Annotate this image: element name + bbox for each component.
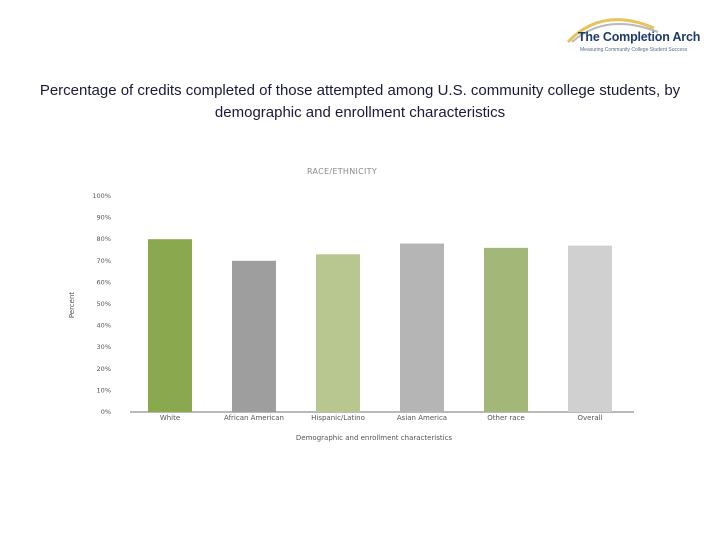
x-tick-label: White — [160, 414, 180, 422]
y-tick-label: 0% — [101, 408, 111, 416]
logo: The Completion Arch Measuring Community … — [562, 12, 712, 58]
bar-chart: RACE/ETHNICITY 0% 10% 20% 30% 40% 50% 60% 70% 80… — [68, 167, 634, 442]
bars — [148, 239, 612, 412]
bar — [568, 245, 612, 412]
bar — [484, 247, 528, 412]
bar — [400, 243, 444, 412]
x-tick-label: Hispanic/Latino — [311, 414, 365, 422]
bar — [148, 239, 192, 412]
y-tick-label: 20% — [97, 365, 111, 373]
y-tick-label: 30% — [97, 343, 111, 351]
y-tick-label: 70% — [97, 257, 111, 265]
y-tick-label: 90% — [97, 214, 111, 222]
y-axis-ticks: 0% 10% 20% 30% 40% 50% 60% 70% 80% 90% 100% — [92, 192, 111, 416]
x-tick-label: Other race — [487, 414, 524, 422]
y-tick-label: 60% — [97, 278, 111, 286]
y-tick-label: 100% — [92, 192, 111, 200]
x-tick-label: Overall — [577, 414, 602, 422]
y-axis-title: Percent — [68, 292, 76, 319]
logo-arc-icon — [566, 18, 659, 44]
x-axis-labels: White African American Hispanic/Latino Asia… — [160, 414, 603, 422]
x-tick-label: Asian America — [397, 414, 447, 422]
bar — [232, 260, 276, 412]
page-title: Percentage of credits completed of those… — [39, 82, 681, 121]
y-tick-label: 80% — [97, 235, 111, 243]
chart-title: RACE/ETHNICITY — [307, 167, 377, 176]
logo-name: The Completion Arch — [578, 30, 701, 44]
y-tick-label: 50% — [97, 300, 111, 308]
x-axis-title: Demographic and enrollment characteristi… — [296, 434, 453, 442]
x-tick-label: African American — [224, 414, 284, 422]
bar — [316, 254, 360, 412]
y-tick-label: 10% — [97, 386, 111, 394]
logo-tagline: Measuring Community College Student Succ… — [580, 47, 688, 53]
y-tick-label: 40% — [97, 322, 111, 330]
